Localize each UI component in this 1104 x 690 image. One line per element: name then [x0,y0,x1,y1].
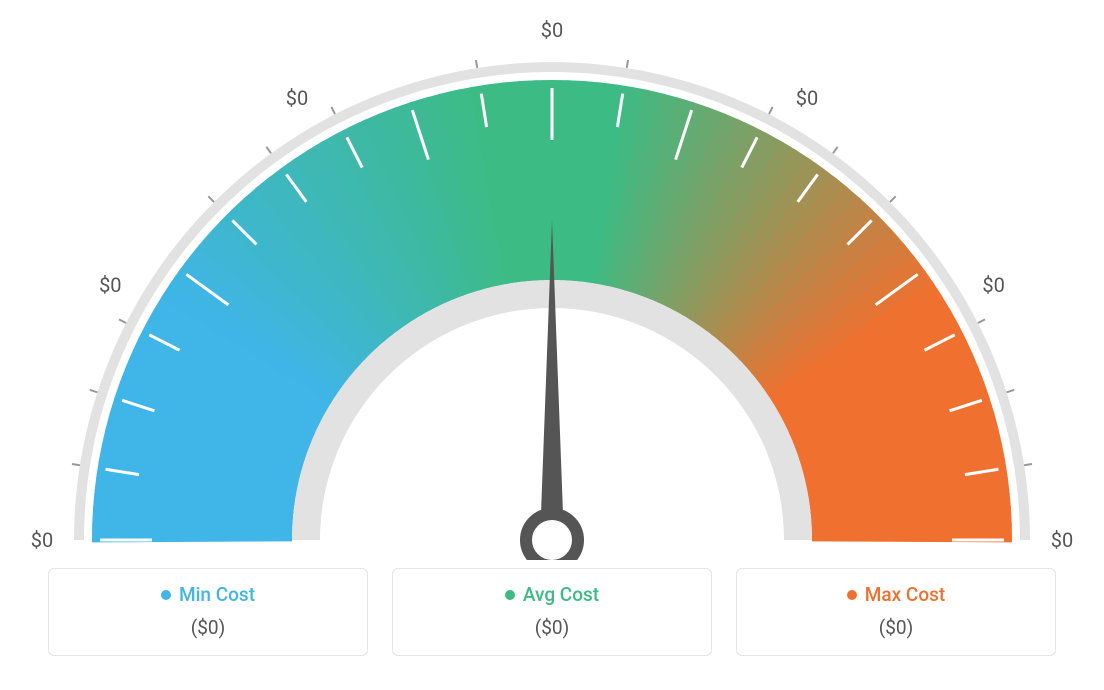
legend-card-max: Max Cost ($0) [736,568,1056,656]
legend-card-avg: Avg Cost ($0) [392,568,712,656]
gauge-scale-label: $0 [541,18,563,42]
legend-label-text: Min Cost [179,583,255,606]
legend-label-min: Min Cost [161,583,255,606]
legend-label-text: Avg Cost [523,583,599,606]
legend-card-min: Min Cost ($0) [48,568,368,656]
gauge-scale-label: $0 [796,86,818,110]
gauge-scale-label: $0 [286,86,308,110]
gauge-scale-label: $0 [99,273,121,297]
gauge-scale-label: $0 [982,273,1004,297]
legend-label-text: Max Cost [865,583,945,606]
legend-label-max: Max Cost [847,583,945,606]
legend-label-avg: Avg Cost [505,583,599,606]
gauge-scale-label: $0 [1051,528,1073,552]
gauge-chart: $0 $0 $0 $0 $0 $0 $0 [0,0,1104,560]
legend-value-max: ($0) [747,616,1045,639]
dot-icon [505,590,515,600]
legend-value-min: ($0) [59,616,357,639]
gauge-scale-label: $0 [31,528,53,552]
gauge-svg [0,0,1104,560]
legend-value-avg: ($0) [403,616,701,639]
dot-icon [847,590,857,600]
legend-row: Min Cost ($0) Avg Cost ($0) Max Cost ($0… [0,568,1104,656]
dot-icon [161,590,171,600]
